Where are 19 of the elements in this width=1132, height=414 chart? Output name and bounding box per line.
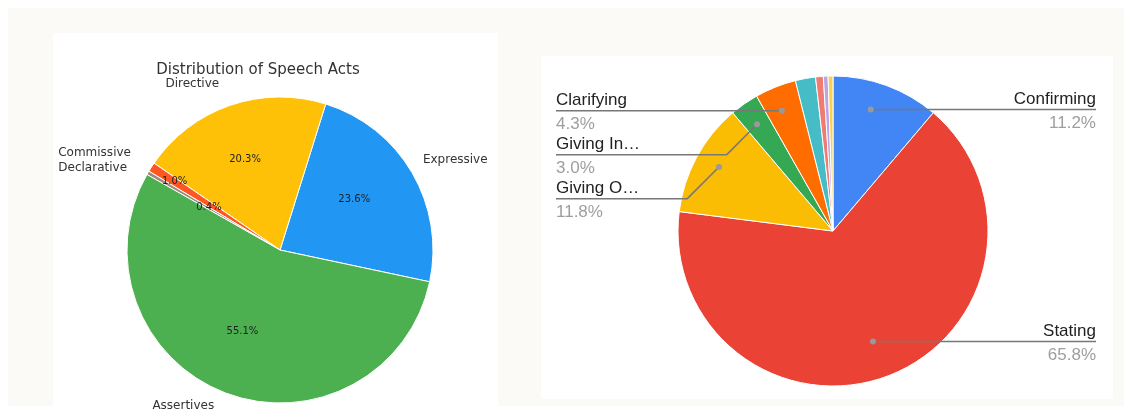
slice-label: Assertives	[152, 398, 215, 413]
data-label: 11.8%	[556, 201, 603, 221]
slice-label: Stating	[1043, 320, 1096, 340]
data-label: 4.3%	[556, 113, 595, 133]
data-label: 23.6%	[338, 193, 371, 205]
data-label: 11.2%	[1049, 112, 1096, 132]
data-label: 55.1%	[226, 325, 259, 337]
data-label: 3.0%	[556, 157, 595, 177]
chart-title: Distribution of Speech Acts	[155, 60, 361, 78]
data-label: 20.3%	[229, 152, 261, 164]
slice-label: Giving O…	[556, 177, 640, 197]
slice-label: Commissive	[58, 145, 131, 160]
slice-label: Expressive	[422, 151, 488, 166]
data-label: 65.8%	[1047, 344, 1096, 364]
slice-label: Clarifying	[556, 89, 627, 109]
slice-label: Confirming	[1013, 88, 1096, 108]
slice-label: Declarative	[58, 160, 128, 175]
slice-label: Directive	[165, 75, 220, 90]
slice-label: Giving In…	[556, 133, 641, 153]
